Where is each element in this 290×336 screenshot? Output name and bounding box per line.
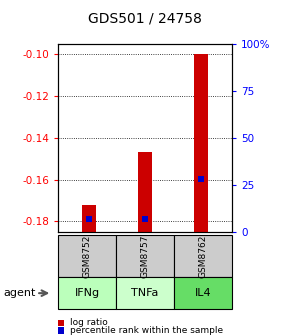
Bar (82, 205, 96, 232)
Text: IL4: IL4 (195, 288, 211, 298)
Bar (198, 176, 204, 182)
Bar (86, 215, 92, 222)
Text: IFNg: IFNg (75, 288, 99, 298)
Bar (194, 54, 208, 232)
Text: percentile rank within the sample: percentile rank within the sample (70, 326, 223, 335)
Bar (142, 215, 148, 222)
Text: GSM8757: GSM8757 (140, 235, 150, 278)
Text: GSM8752: GSM8752 (82, 235, 92, 278)
Text: log ratio: log ratio (70, 318, 108, 327)
Text: GSM8762: GSM8762 (198, 235, 208, 278)
Text: GDS501 / 24758: GDS501 / 24758 (88, 12, 202, 26)
Text: TNFa: TNFa (131, 288, 159, 298)
Bar (138, 153, 152, 232)
Text: agent: agent (3, 288, 35, 298)
